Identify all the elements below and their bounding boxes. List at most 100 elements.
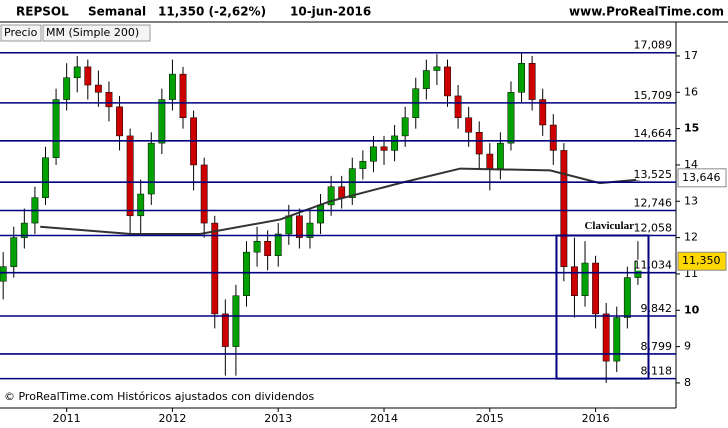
candle-body — [285, 215, 293, 235]
candle-body — [560, 150, 568, 267]
candle-body — [221, 313, 229, 347]
candle-body — [105, 92, 113, 108]
candle-body — [94, 84, 102, 93]
candle-body — [391, 135, 399, 151]
pattern-label: Clavicular — [584, 220, 634, 232]
candle-body — [380, 146, 388, 151]
candle-body — [422, 70, 430, 89]
level-label: 12,746 — [634, 197, 673, 210]
level-label-bg — [636, 197, 674, 209]
candle-body — [158, 99, 166, 144]
candle-body — [126, 135, 134, 217]
candle-body — [73, 66, 81, 79]
level-label-bg — [636, 169, 674, 181]
level-label-bg — [636, 89, 674, 101]
candle-body — [0, 266, 7, 282]
ma-tag-box — [677, 168, 727, 188]
candle-body — [211, 222, 219, 315]
x-tick-label: 2011 — [53, 412, 81, 425]
candle-body — [327, 186, 335, 206]
candle-body — [623, 277, 631, 318]
candle-body — [179, 73, 187, 118]
y-tick-label: 12 — [684, 231, 698, 244]
ma-line — [40, 167, 641, 235]
date: 10-jun-2016 — [290, 5, 371, 19]
pattern-box — [555, 234, 650, 380]
level-label: 8,118 — [641, 365, 673, 378]
legend-box — [42, 24, 151, 42]
legend-box — [0, 24, 42, 42]
candle-body — [401, 117, 409, 137]
level-label-bg — [636, 39, 674, 51]
candle-body — [42, 157, 49, 198]
candle-body — [232, 295, 240, 347]
candle-body — [338, 186, 346, 198]
candle-body — [306, 222, 314, 238]
level-label: 11,034 — [634, 259, 673, 272]
candle-body — [613, 317, 621, 362]
x-tick-label: 2014 — [370, 412, 398, 425]
candle-body — [359, 161, 367, 169]
candle-body — [137, 193, 145, 217]
candle-body — [571, 266, 578, 296]
y-tick-label: 17 — [684, 49, 698, 62]
period: Semanal — [88, 5, 146, 19]
candle-body — [602, 313, 610, 362]
legend-price: Precio — [4, 26, 38, 39]
candle-body — [116, 106, 123, 137]
y-tick-label: 16 — [684, 85, 698, 98]
x-tick-label: 2015 — [476, 412, 504, 425]
candle-body — [496, 142, 504, 169]
candle-body — [317, 204, 324, 224]
candle-body — [592, 262, 600, 315]
candle-body — [10, 237, 18, 267]
level-label-bg — [636, 365, 674, 377]
level-label: 12,058 — [634, 222, 673, 235]
level-label: 14,664 — [634, 127, 673, 140]
price-tag: 11,350 — [682, 254, 721, 267]
x-tick-label: 2013 — [264, 412, 292, 425]
candle-body — [147, 142, 155, 195]
y-tick-label: 10 — [684, 303, 700, 316]
y-tick-label: 9 — [684, 340, 691, 353]
candle-body — [274, 233, 282, 257]
candle-body — [486, 153, 494, 169]
candle-body — [549, 124, 557, 151]
price-tag-box — [677, 251, 727, 271]
level-label-bg — [636, 222, 674, 234]
y-tick-label: 15 — [684, 122, 699, 135]
candle-body — [528, 62, 536, 100]
level-label: 15,709 — [634, 89, 673, 102]
candle-body — [539, 99, 547, 126]
candle-body — [200, 164, 208, 224]
x-tick-label: 2012 — [158, 412, 186, 425]
level-label-bg — [636, 303, 674, 315]
level-label: 13,525 — [634, 168, 673, 181]
candle-body — [581, 262, 589, 296]
candle-body — [52, 99, 60, 158]
candle-body — [433, 66, 441, 71]
y-tick-label: 14 — [684, 158, 698, 171]
candle-body — [84, 66, 92, 86]
candle-body — [20, 222, 28, 238]
candle-body — [348, 168, 356, 198]
candle-body — [465, 117, 473, 133]
candle-body — [264, 240, 272, 257]
legend-ma: MM (Simple 200) — [46, 26, 139, 39]
y-tick-label: 13 — [684, 194, 698, 207]
candle-body — [507, 92, 515, 144]
candle-body — [475, 132, 483, 155]
site: www.ProRealTime.com — [569, 5, 724, 19]
candle-body — [63, 77, 71, 100]
candle-body — [444, 66, 451, 97]
level-label-bg — [636, 340, 674, 352]
candle-body — [454, 95, 462, 118]
candle-body — [253, 240, 261, 253]
footer: © ProRealTime.com Históricos ajustados c… — [4, 390, 315, 403]
last-change: 11,350 (-2,62%) — [158, 5, 266, 19]
level-label: 9,842 — [641, 302, 673, 315]
candle-body — [295, 215, 303, 238]
symbol: REPSOL — [16, 5, 69, 19]
